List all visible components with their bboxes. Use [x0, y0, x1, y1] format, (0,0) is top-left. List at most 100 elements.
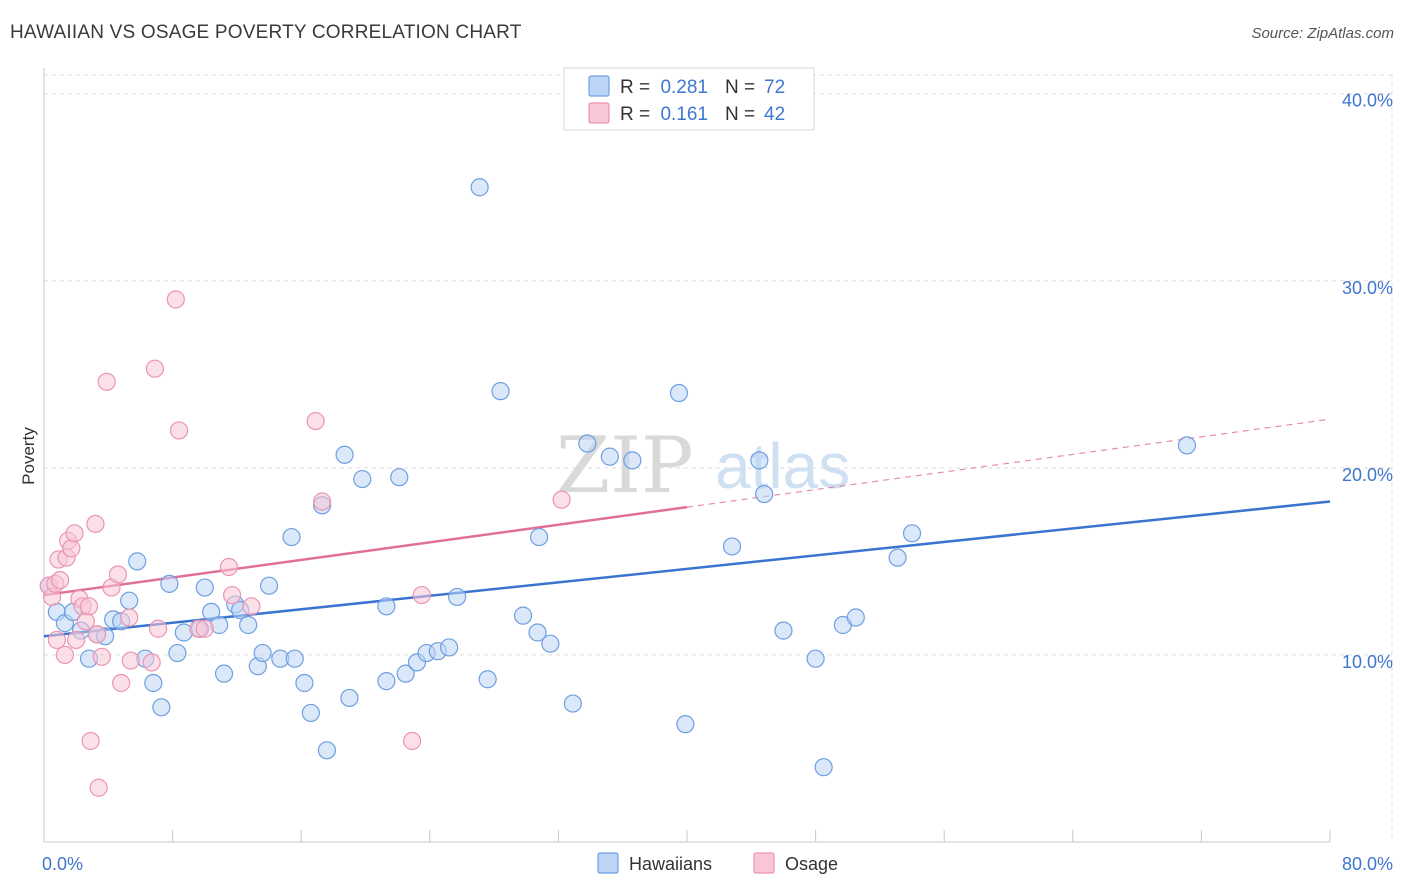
data-point-hawaiians	[377, 672, 396, 691]
data-point-hawaiians	[669, 383, 689, 403]
data-point-hawaiians	[377, 597, 396, 616]
legend-swatch-osage	[588, 102, 610, 124]
data-point-hawaiians	[676, 715, 695, 734]
data-point-hawaiians	[528, 623, 547, 642]
data-point-hawaiians	[750, 451, 769, 470]
series-legend: Hawaiians Osage	[597, 852, 838, 874]
watermark: ZIP atlas	[556, 421, 850, 511]
y-tick-label: 20.0%	[1342, 465, 1393, 485]
data-point-osage	[121, 651, 140, 670]
data-point-osage	[169, 421, 189, 440]
data-point-hawaiians	[295, 673, 314, 693]
data-point-hawaiians	[168, 643, 187, 663]
series-legend-label-osage: Osage	[785, 854, 838, 874]
data-point-osage	[89, 778, 108, 797]
data-point-osage	[92, 647, 111, 666]
data-point-osage	[108, 565, 128, 584]
data-point-hawaiians	[513, 606, 533, 625]
data-point-osage	[306, 411, 325, 431]
data-point-hawaiians	[282, 527, 301, 547]
y-axis-title: Poverty	[19, 427, 38, 485]
trend-line-osage-extension	[686, 418, 1331, 508]
data-point-hawaiians	[888, 548, 907, 567]
data-point-hawaiians	[478, 670, 497, 689]
series-legend-label-hawaiians: Hawaiians	[629, 854, 712, 874]
data-point-osage	[552, 490, 571, 509]
data-point-osage	[312, 492, 332, 511]
data-point-hawaiians	[202, 602, 221, 622]
data-point-hawaiians	[1177, 436, 1197, 455]
legend-r-value-hawaiians: 0.281	[660, 77, 708, 98]
legend-n-value-hawaiians: 72	[764, 77, 785, 98]
series-legend-swatch-hawaiians	[597, 852, 619, 874]
data-point-hawaiians	[541, 634, 560, 653]
data-point-osage	[166, 290, 185, 309]
data-point-osage	[219, 557, 238, 577]
data-point-hawaiians	[239, 615, 258, 635]
y-tick-label: 10.0%	[1342, 652, 1393, 672]
data-point-osage	[145, 359, 165, 378]
axes	[43, 68, 1331, 843]
data-point-hawaiians	[448, 587, 467, 607]
y-tick-label: 40.0%	[1342, 91, 1393, 111]
data-point-osage	[120, 608, 139, 627]
chart-title: HAWAIIAN VS OSAGE POVERTY CORRELATION CH…	[10, 22, 522, 43]
data-points	[39, 178, 1197, 797]
legend-n-label-osage: N =	[725, 104, 755, 125]
x-tick-label: 0.0%	[42, 854, 83, 874]
watermark-zip: ZIP	[556, 421, 694, 511]
data-point-hawaiians	[396, 664, 415, 683]
data-point-hawaiians	[774, 621, 793, 640]
data-point-osage	[62, 539, 81, 558]
data-point-osage	[55, 645, 74, 665]
data-point-hawaiians	[470, 178, 489, 197]
data-point-osage	[412, 585, 431, 605]
data-point-hawaiians	[340, 688, 359, 708]
trend-lines	[43, 418, 1331, 638]
legend-swatch-hawaiians	[588, 75, 610, 97]
data-point-hawaiians	[120, 591, 139, 610]
data-point-hawaiians	[152, 698, 171, 717]
chart-source: Source: ZipAtlas.com	[1251, 25, 1394, 42]
trend-line-hawaiians	[43, 500, 1331, 638]
data-point-hawaiians	[578, 434, 597, 453]
data-point-osage	[79, 597, 99, 616]
series-legend-swatch-osage	[753, 852, 775, 874]
data-point-hawaiians	[253, 643, 272, 663]
data-point-osage	[149, 619, 168, 638]
data-point-osage	[81, 731, 100, 751]
correlation-legend: R = 0.281 N = 72 R = 0.161 N = 42	[563, 67, 815, 131]
data-point-hawaiians	[846, 608, 865, 627]
data-point-hawaiians	[214, 664, 234, 683]
legend-n-label-hawaiians: N =	[725, 77, 755, 98]
data-point-hawaiians	[285, 649, 304, 668]
data-point-osage	[86, 514, 105, 534]
data-point-osage	[112, 673, 131, 693]
data-point-hawaiians	[195, 578, 214, 597]
x-tick-label: 80.0%	[1342, 854, 1393, 874]
data-point-osage	[195, 619, 214, 638]
data-point-osage	[47, 630, 66, 650]
data-point-hawaiians	[335, 445, 354, 464]
y-tick-label: 30.0%	[1342, 278, 1393, 298]
data-point-hawaiians	[530, 527, 549, 547]
data-point-osage	[242, 597, 261, 616]
data-point-hawaiians	[814, 758, 833, 777]
data-point-hawaiians	[722, 537, 742, 556]
data-point-hawaiians	[144, 673, 163, 693]
data-point-hawaiians	[623, 451, 642, 470]
data-point-hawaiians	[439, 638, 459, 657]
data-point-hawaiians	[301, 703, 320, 723]
legend-r-label-hawaiians: R =	[620, 77, 650, 98]
tick-labels: 10.0% 20.0% 30.0% 40.0% 0.0% 80.0%	[42, 91, 1393, 874]
watermark-atlas: atlas	[715, 430, 850, 502]
data-point-osage	[50, 570, 70, 590]
legend-n-value-osage: 42	[764, 104, 785, 125]
data-point-hawaiians	[491, 382, 510, 401]
data-point-hawaiians	[353, 469, 372, 489]
data-point-osage	[65, 524, 84, 543]
data-point-osage	[87, 625, 107, 644]
data-point-osage	[67, 630, 86, 650]
data-point-hawaiians	[806, 649, 825, 668]
